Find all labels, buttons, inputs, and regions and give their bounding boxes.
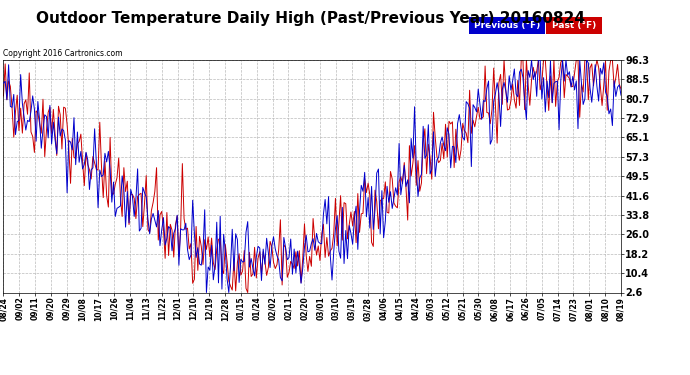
Text: Copyright 2016 Cartronics.com: Copyright 2016 Cartronics.com [3, 49, 123, 58]
Text: Outdoor Temperature Daily High (Past/Previous Year) 20160824: Outdoor Temperature Daily High (Past/Pre… [36, 11, 585, 26]
Text: Previous (°F): Previous (°F) [474, 21, 540, 30]
Text: Past (°F): Past (°F) [552, 21, 596, 30]
